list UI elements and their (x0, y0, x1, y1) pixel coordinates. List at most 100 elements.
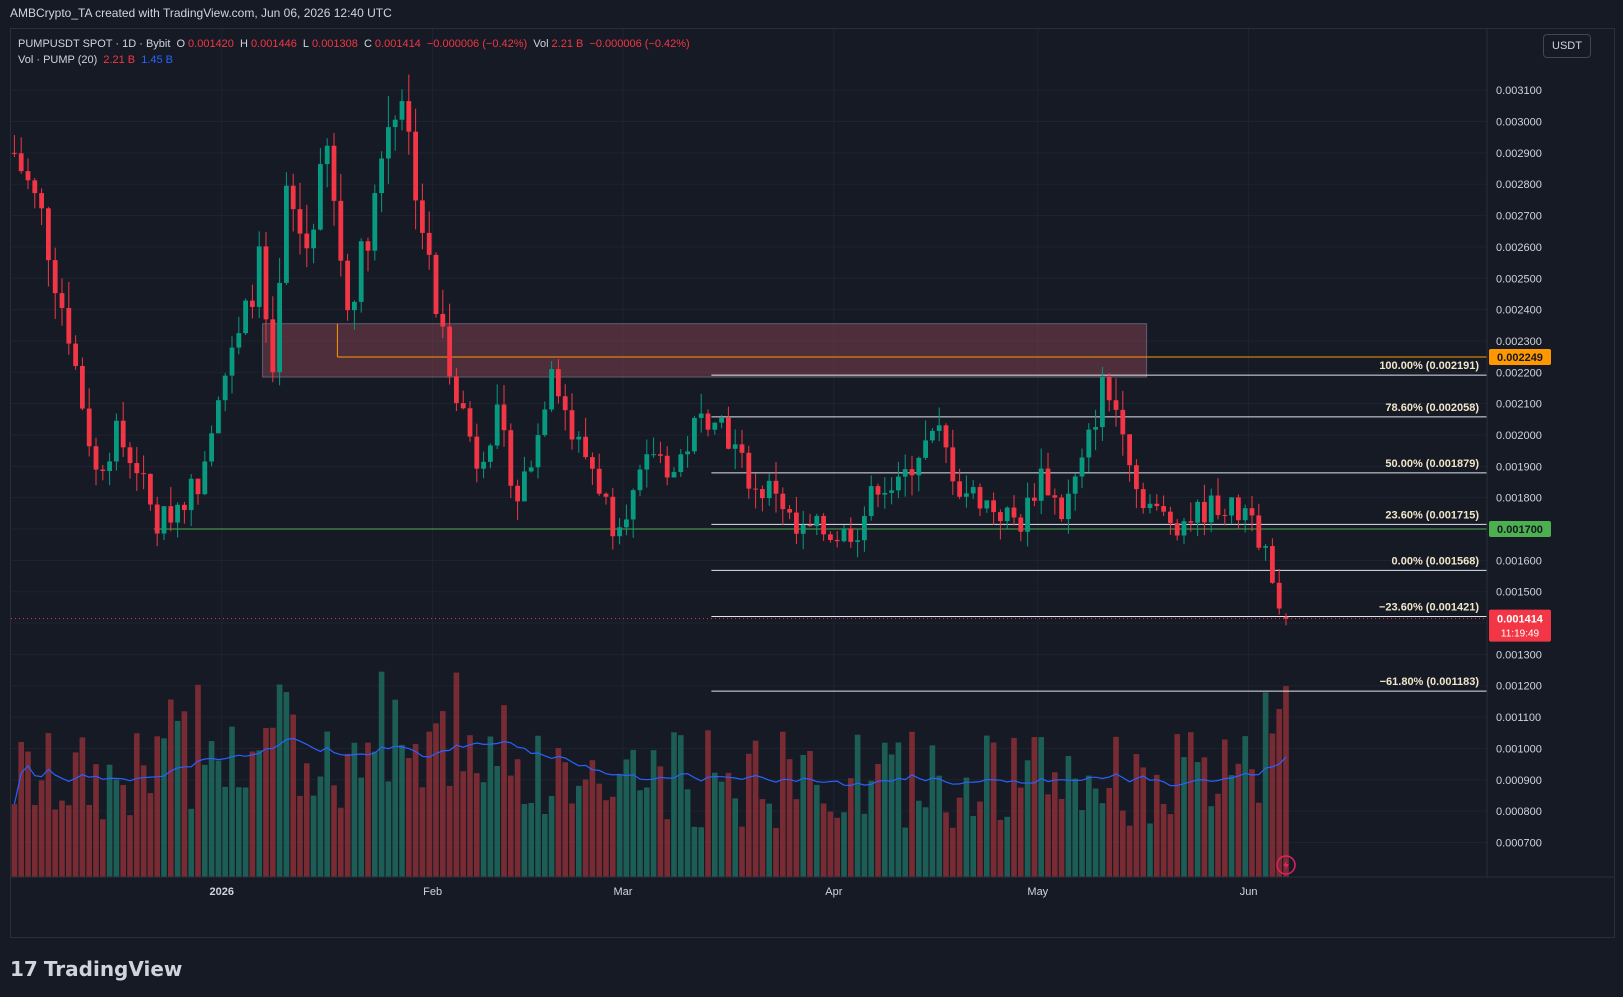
fib-level-label: −23.60% (0.001421) (1379, 601, 1479, 613)
candle-body (59, 293, 65, 308)
volume-bar (759, 799, 766, 877)
volume-bar (208, 741, 215, 877)
volume-bar (11, 804, 18, 877)
price-tick-label: 0.002600 (1496, 242, 1542, 254)
candle-body (1215, 495, 1221, 516)
symbol-name[interactable]: PUMPUSDT SPOT · 1D · Bybit (18, 38, 171, 50)
candle-body (32, 180, 38, 194)
candle-body (916, 457, 922, 476)
volume-bar (474, 773, 480, 877)
candle-body (318, 164, 323, 230)
volume-bar (861, 813, 868, 877)
candle-body (671, 472, 677, 478)
volume-bar (623, 759, 630, 877)
candle-body (732, 444, 738, 449)
volume-bar (664, 819, 670, 877)
volume-bar (344, 753, 351, 877)
low-value: 0.001308 (312, 38, 358, 50)
price-tick-label: 0.001800 (1496, 493, 1542, 505)
chart-frame[interactable]: 100.00% (0.002191) 78.60% (0.002058) 50.00… (10, 28, 1615, 938)
candle-body (1086, 429, 1092, 458)
volume-bar (793, 799, 800, 877)
price-chart[interactable]: 100.00% (0.002191) 78.60% (0.002058) 50.00… (11, 29, 1614, 937)
volume-bar (542, 813, 548, 877)
volume-bar (630, 749, 636, 877)
volume-bar (508, 775, 514, 877)
volume-bar (868, 780, 874, 877)
currency-unit-button[interactable]: USDT (1543, 34, 1591, 58)
candle-body (501, 404, 507, 431)
candle-body (1181, 521, 1187, 536)
volume-bar (365, 742, 371, 877)
candle-body (1283, 616, 1289, 619)
candle-body (100, 469, 106, 472)
tradingview-logo-text[interactable]: TradingView (43, 957, 183, 981)
volume-bar (419, 787, 426, 877)
candle-body (705, 413, 711, 430)
lightning-icon-glyph (1283, 860, 1289, 870)
volume-bar (338, 807, 344, 877)
volume-bar (440, 711, 446, 877)
candle-body (236, 333, 242, 348)
volume-bar (671, 732, 677, 877)
volume-bar (140, 765, 147, 877)
volume-bar (385, 781, 392, 877)
volume-bar (888, 754, 895, 877)
candle-body (1018, 517, 1024, 532)
candle-body (1052, 495, 1058, 498)
last-price-tag: 0.001414 11:19:49 (1489, 609, 1551, 642)
volume-bar (480, 782, 487, 877)
supply-zone-layer (262, 323, 1148, 378)
volume-bar (351, 742, 358, 877)
volume-bar (752, 740, 759, 877)
volume-bar (956, 797, 963, 877)
candle-body (1249, 508, 1255, 516)
volume-bar (514, 759, 521, 877)
support-price-tag-text: 0.001700 (1497, 524, 1543, 536)
volume-bar (922, 807, 929, 877)
volume-bar (950, 827, 956, 877)
candle-body (175, 504, 180, 523)
volume-bar (270, 727, 276, 877)
volume-bar (1147, 823, 1153, 877)
volume-bar (1099, 803, 1106, 877)
candle-body (345, 260, 350, 311)
volume-bar (399, 744, 405, 877)
candle-body (998, 512, 1003, 522)
candle-body (1242, 508, 1248, 521)
candle-body (970, 487, 976, 494)
volume-bar (494, 765, 500, 877)
volume-bar (814, 784, 820, 877)
volume-bar (256, 750, 262, 877)
volume-bar (1106, 787, 1112, 877)
volume-bar (977, 801, 983, 877)
volume-bar (684, 789, 691, 877)
volume-indicator-name[interactable]: Vol · PUMP (20) (18, 54, 98, 66)
volume-bar (127, 815, 133, 877)
candle-body (154, 504, 160, 534)
candle-body (1161, 506, 1166, 512)
price-tick-label: 0.001300 (1496, 649, 1542, 661)
candle-body (535, 435, 541, 468)
candle-body (957, 481, 962, 497)
vol-change: −0.000006 (−0.42%) (589, 38, 690, 50)
candle-body (433, 254, 439, 314)
volume-bar (1092, 788, 1099, 877)
volume-bar (848, 778, 854, 877)
chart-legend: PUMPUSDT SPOT · 1D · Bybit O 0.001420 H 0.… (18, 36, 693, 68)
volume-bar (236, 787, 242, 877)
volume-bar (1024, 760, 1031, 877)
candle-body (86, 408, 92, 447)
candle-body (52, 260, 58, 294)
volume-bar (412, 743, 419, 877)
volume-bar (521, 804, 528, 877)
high-label: H (239, 38, 248, 50)
time-tick-label: Feb (423, 886, 442, 898)
candle-body (352, 301, 357, 311)
volume-bar (718, 781, 725, 877)
candle-body (1168, 511, 1173, 524)
candle-body (943, 425, 949, 448)
volume-bar (174, 720, 181, 877)
tradingview-logo-icon[interactable]: 17 (10, 957, 38, 981)
candle-body (1222, 515, 1228, 517)
